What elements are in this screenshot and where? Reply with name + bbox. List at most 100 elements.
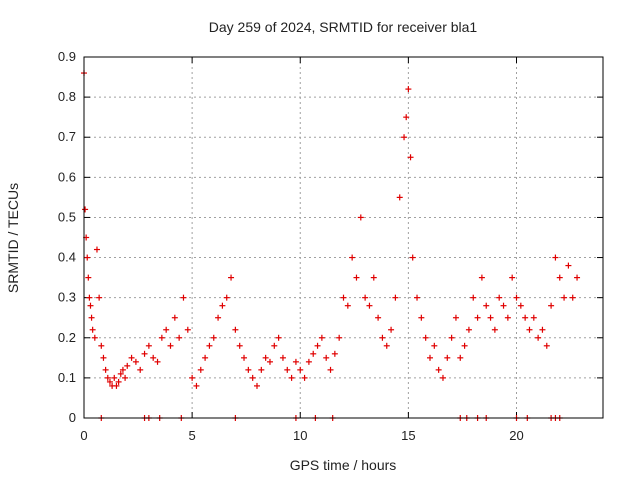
data-point	[448, 334, 455, 341]
data-point	[435, 366, 442, 373]
data-point	[383, 342, 390, 349]
data-point	[517, 302, 524, 309]
data-point	[539, 326, 546, 333]
data-point	[530, 314, 537, 321]
data-point	[98, 342, 105, 349]
data-point	[189, 374, 196, 381]
data-point	[314, 342, 321, 349]
x-tick-label: 20	[509, 428, 523, 443]
data-point	[223, 294, 230, 301]
data-point	[275, 334, 282, 341]
data-point	[89, 326, 96, 333]
data-point	[336, 334, 343, 341]
data-point	[500, 302, 507, 309]
data-point	[509, 274, 516, 281]
data-point	[353, 274, 360, 281]
data-point	[245, 366, 252, 373]
data-point	[228, 274, 235, 281]
data-point	[461, 342, 468, 349]
y-tick-label: 0.3	[58, 290, 76, 305]
data-point	[236, 342, 243, 349]
data-point	[241, 354, 248, 361]
data-point	[150, 354, 157, 361]
data-point	[284, 366, 291, 373]
y-axis-label: SRMTID / TECUs	[5, 183, 21, 293]
data-point	[104, 374, 111, 381]
data-point	[184, 326, 191, 333]
x-tick-label: 15	[401, 428, 415, 443]
data-point	[93, 246, 100, 253]
grid	[84, 57, 603, 418]
x-tick-label: 5	[189, 428, 196, 443]
chart-title: Day 259 of 2024, SRMTID for receiver bla…	[209, 19, 478, 35]
data-point	[82, 206, 89, 213]
data-point	[137, 366, 144, 373]
data-point	[414, 294, 421, 301]
data-point	[87, 302, 94, 309]
data-point	[422, 334, 429, 341]
data-point	[266, 358, 273, 365]
data-point	[543, 342, 550, 349]
data-point	[305, 358, 312, 365]
data-point	[483, 302, 490, 309]
data-point	[84, 254, 91, 261]
x-tick-label: 10	[293, 428, 307, 443]
data-point	[85, 274, 92, 281]
data-point	[310, 350, 317, 357]
data-point	[569, 294, 576, 301]
data-point	[504, 314, 511, 321]
data-point	[409, 254, 416, 261]
data-point	[122, 374, 129, 381]
data-point	[262, 354, 269, 361]
data-point	[249, 374, 256, 381]
data-point	[215, 314, 222, 321]
data-point	[357, 214, 364, 221]
data-point	[210, 334, 217, 341]
data-point	[128, 354, 135, 361]
data-point	[407, 154, 414, 161]
data-point	[327, 366, 334, 373]
data-point	[535, 334, 542, 341]
data-point	[124, 362, 131, 369]
data-point	[427, 354, 433, 361]
data-point	[418, 314, 425, 321]
data-point	[318, 334, 325, 341]
data-point	[171, 314, 178, 321]
y-tick-label: 0.4	[58, 250, 76, 265]
data-point	[88, 314, 95, 321]
data-point	[396, 194, 403, 201]
x-tick-label: 0	[80, 428, 87, 443]
data-point	[474, 314, 481, 321]
data-point	[206, 342, 213, 349]
data-point	[452, 314, 459, 321]
data-point	[513, 294, 520, 301]
data-point	[548, 302, 555, 309]
y-tick-label: 0.5	[58, 209, 76, 224]
axis-ticks	[83, 56, 603, 419]
y-tick-label: 0.8	[58, 89, 76, 104]
data-point	[465, 326, 472, 333]
data-point	[102, 366, 109, 373]
data-point	[297, 366, 304, 373]
data-point	[331, 350, 338, 357]
data-point	[301, 374, 308, 381]
data-point	[193, 382, 200, 389]
data-point	[288, 374, 295, 381]
data-points	[81, 70, 581, 421]
x-axis-label: GPS time / hours	[290, 457, 397, 473]
y-tick-label: 0.1	[58, 370, 76, 385]
data-point	[258, 366, 265, 373]
y-tick-label: 0.6	[58, 169, 76, 184]
data-point	[526, 326, 533, 333]
data-point	[392, 294, 399, 301]
data-point	[96, 294, 103, 301]
data-point	[145, 342, 152, 349]
data-point	[115, 378, 122, 385]
data-point	[271, 342, 278, 349]
data-point	[431, 342, 438, 349]
data-point	[439, 374, 446, 381]
data-point	[86, 294, 93, 301]
data-point	[254, 382, 260, 389]
data-point	[202, 354, 209, 361]
